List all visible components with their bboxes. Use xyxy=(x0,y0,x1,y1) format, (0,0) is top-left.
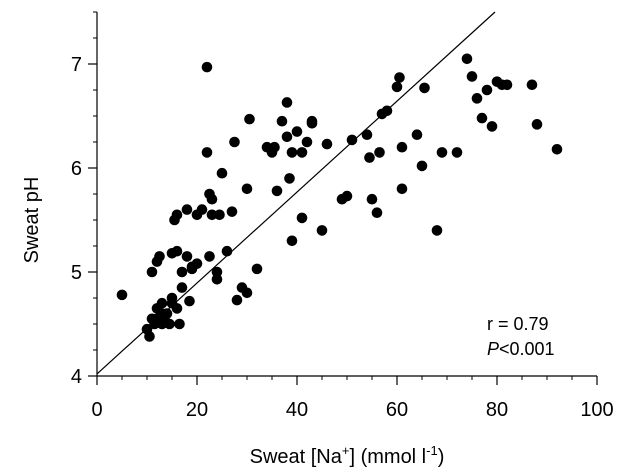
data-point xyxy=(374,147,385,158)
data-point xyxy=(196,204,208,215)
data-point xyxy=(526,79,538,91)
data-point xyxy=(286,147,298,158)
data-point xyxy=(394,72,405,83)
data-point xyxy=(466,71,478,82)
data-point xyxy=(154,251,165,262)
y-axis-label: Sweat pH xyxy=(21,177,43,264)
data-point xyxy=(396,183,408,195)
data-point xyxy=(216,167,228,179)
data-point xyxy=(361,129,373,141)
tick-labels: 0 20 40 60 80 100 4 5 6 7 xyxy=(71,54,614,421)
x-tick-label: 40 xyxy=(286,399,308,421)
data-point xyxy=(251,263,263,275)
data-point xyxy=(416,160,428,172)
data-point xyxy=(166,292,178,304)
data-point xyxy=(396,141,408,153)
data-point xyxy=(161,308,173,319)
data-point xyxy=(181,251,193,262)
x-tick-label: 0 xyxy=(91,399,102,421)
data-point xyxy=(284,173,295,184)
x-tick-label: 20 xyxy=(186,399,208,421)
data-point xyxy=(211,266,223,278)
data-point xyxy=(551,143,563,155)
data-point xyxy=(241,183,253,195)
data-point xyxy=(481,84,493,96)
data-point xyxy=(221,245,233,257)
data-point xyxy=(461,53,473,65)
data-point xyxy=(171,303,183,314)
data-point xyxy=(271,185,283,197)
x-tick-label: 80 xyxy=(486,399,508,421)
p-value-annotation: P<0.001 xyxy=(487,339,555,359)
y-tick-label: 7 xyxy=(71,54,82,76)
data-point xyxy=(156,297,168,309)
data-point xyxy=(436,147,448,158)
data-point xyxy=(164,318,175,330)
data-point xyxy=(206,209,218,221)
data-point xyxy=(206,193,218,205)
data-point xyxy=(411,129,423,141)
data-point xyxy=(241,287,253,299)
data-point xyxy=(346,134,358,146)
data-point xyxy=(371,207,383,219)
data-point xyxy=(269,141,280,153)
data-point xyxy=(501,79,513,91)
data-point xyxy=(431,225,443,236)
data-point xyxy=(286,235,298,247)
data-point xyxy=(204,251,215,262)
data-point xyxy=(229,136,240,148)
data-point xyxy=(184,295,195,307)
x-tick-label: 60 xyxy=(386,399,408,421)
data-point xyxy=(341,190,353,202)
data-point xyxy=(281,131,293,143)
data-point xyxy=(176,266,188,278)
data-point xyxy=(144,331,155,342)
data-point xyxy=(244,113,255,125)
data-point xyxy=(171,245,183,257)
data-point xyxy=(174,318,185,330)
data-point xyxy=(381,105,393,117)
data-point xyxy=(451,147,463,158)
data-point xyxy=(226,206,238,217)
data-point xyxy=(301,136,313,148)
data-point xyxy=(486,121,498,132)
data-point xyxy=(316,225,328,236)
data-point xyxy=(276,115,288,127)
data-point xyxy=(419,82,430,94)
data-point xyxy=(231,294,243,306)
y-tick-label: 6 xyxy=(71,158,82,180)
data-point xyxy=(171,209,183,221)
data-point xyxy=(321,138,333,150)
y-tick-label: 5 xyxy=(71,262,82,284)
data-point xyxy=(176,282,188,293)
data-point xyxy=(291,126,303,137)
data-point xyxy=(391,81,403,93)
correlation-annotation: r = 0.79 xyxy=(487,314,549,334)
data-point xyxy=(364,152,375,163)
data-point xyxy=(146,266,158,278)
data-point xyxy=(366,193,378,205)
data-point xyxy=(306,117,318,129)
data-points xyxy=(116,53,563,342)
data-point xyxy=(201,61,213,73)
data-point xyxy=(181,204,193,215)
data-point xyxy=(281,97,293,108)
data-point xyxy=(471,93,483,104)
data-point xyxy=(296,212,308,224)
axes xyxy=(88,11,598,385)
data-point xyxy=(296,147,308,158)
data-point xyxy=(211,273,223,285)
data-point xyxy=(116,289,128,301)
data-point xyxy=(214,209,225,221)
x-tick-label: 100 xyxy=(580,399,613,421)
data-point xyxy=(201,147,213,158)
data-point xyxy=(531,119,543,130)
x-axis-label: Sweat [Na+] (mmol l-1) xyxy=(250,443,445,468)
data-point xyxy=(476,112,488,124)
data-point xyxy=(191,258,203,269)
y-tick-label: 4 xyxy=(71,366,82,388)
